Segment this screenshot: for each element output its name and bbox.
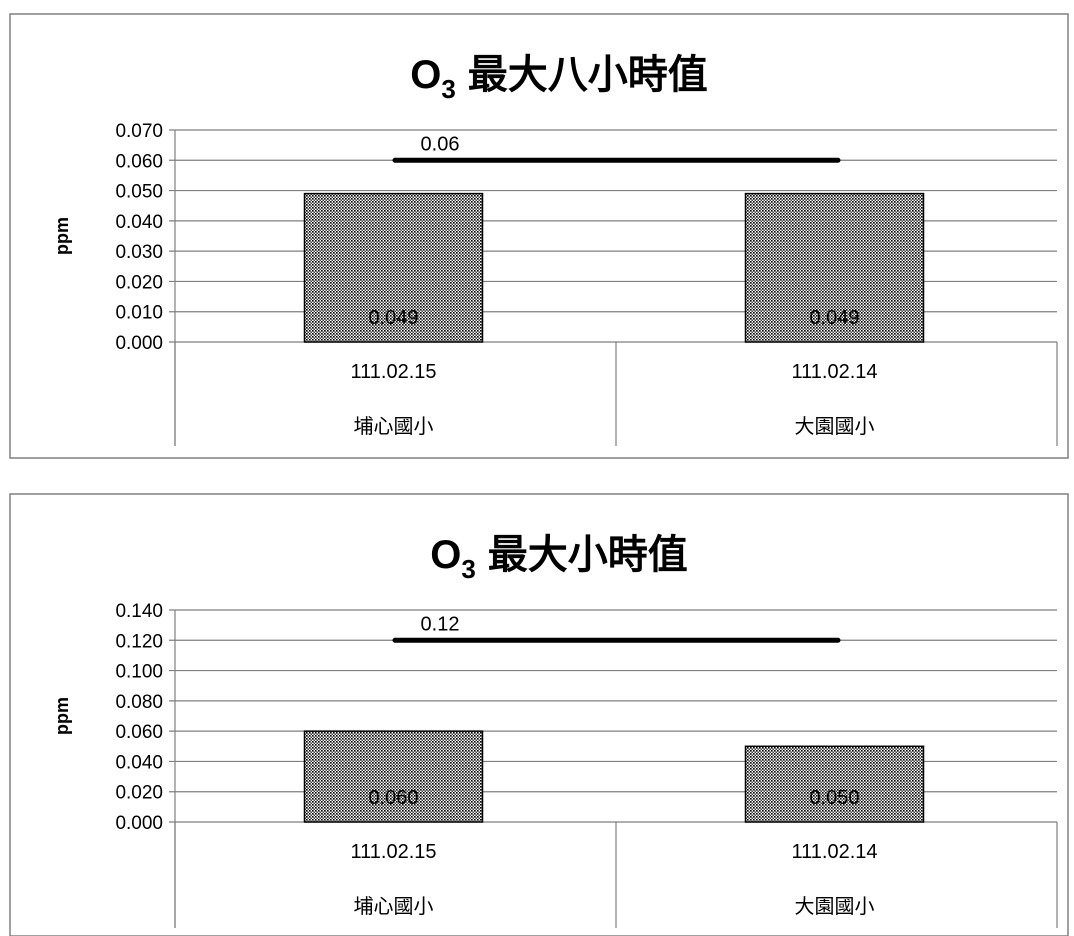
chart-title: O3 最大小時值: [430, 533, 688, 584]
bar: [303, 730, 484, 823]
y-axis-label: ppm: [52, 217, 72, 255]
x-category-label: 111.02.15: [350, 361, 436, 383]
y-tick-label: 0.060: [115, 722, 163, 743]
y-tick-label: 0.020: [115, 783, 163, 804]
bar-value-label: 0.049: [809, 307, 859, 329]
y-tick-label: 0.020: [115, 272, 163, 293]
chart-1: O3 最大八小時值 0.000 0.010 0.020 0.030 0.040 0.050 0.…: [9, 13, 1069, 459]
y-tick-label: 0.040: [115, 752, 163, 773]
y-tick-label: 0.010: [115, 303, 163, 324]
bar: [303, 192, 484, 343]
y-tick-label: 0.120: [115, 631, 163, 652]
y-axis-label: ppm: [52, 697, 72, 735]
reference-line-label: 0.06: [421, 133, 460, 155]
y-tick-label: 0.000: [115, 813, 163, 834]
x-category-label: 111.02.14: [791, 361, 877, 383]
y-tick-label: 0.080: [115, 692, 163, 713]
bar: [744, 192, 925, 343]
x-group-label: 大園國小: [795, 415, 875, 438]
chart-title-subscript: 3: [461, 554, 475, 584]
chart-title-text: 最大小時值: [488, 533, 688, 577]
x-group-label: 大園國小: [795, 895, 875, 918]
chart-title-subscript: 3: [441, 74, 455, 104]
y-tick-label: 0.060: [115, 151, 163, 172]
x-group-label: 埔心國小: [354, 895, 434, 918]
y-tick-label: 0.000: [115, 333, 163, 354]
chart-title-text: 最大八小時值: [468, 53, 708, 97]
bar-value-label: 0.050: [809, 787, 859, 809]
y-tick-label: 0.070: [115, 121, 163, 142]
chart-title-prefix: O: [410, 53, 441, 97]
reference-line-label: 0.12: [421, 613, 460, 635]
x-group-label: 埔心國小: [354, 415, 434, 438]
chart-frame: [9, 493, 1069, 936]
x-category-label: 111.02.14: [791, 841, 877, 863]
chart-title: O3 最大八小時值: [410, 53, 708, 104]
bar-value-label: 0.060: [368, 787, 418, 809]
chart-2: O3 最大小時值 0.000 0.020 0.040 0.060 0.080 0.100 0.1…: [9, 493, 1069, 936]
y-tick-label: 0.140: [115, 601, 163, 622]
bar-value-label: 0.049: [368, 307, 418, 329]
chart-title-prefix: O: [430, 533, 461, 577]
y-tick-label: 0.100: [115, 662, 163, 683]
x-category-label: 111.02.15: [350, 841, 436, 863]
y-tick-label: 0.040: [115, 212, 163, 233]
bar: [744, 745, 925, 823]
y-tick-label: 0.030: [115, 242, 163, 263]
y-tick-label: 0.050: [115, 182, 163, 203]
